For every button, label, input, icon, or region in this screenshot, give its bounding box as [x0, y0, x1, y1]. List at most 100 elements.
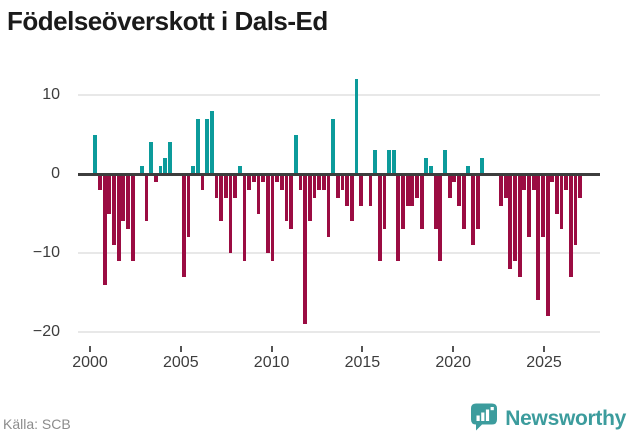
bar — [181, 174, 186, 277]
bar — [116, 174, 121, 261]
bar — [461, 174, 466, 230]
bar — [149, 142, 154, 174]
bar — [401, 174, 405, 230]
bar — [307, 174, 312, 222]
bar — [126, 174, 130, 230]
bar — [405, 174, 410, 206]
bar — [261, 174, 266, 182]
bar — [550, 174, 555, 182]
bar — [200, 174, 205, 190]
bar — [321, 174, 326, 190]
bar — [209, 110, 214, 174]
bar — [247, 174, 252, 190]
bar — [107, 174, 112, 214]
bar — [517, 174, 522, 277]
bar — [317, 174, 322, 190]
bar — [373, 150, 377, 174]
bar — [349, 174, 354, 222]
bar — [471, 174, 475, 246]
bar — [205, 118, 210, 174]
bar — [112, 174, 116, 246]
bar — [578, 174, 583, 198]
chart-title: Födelseöverskott i Dals-Ed — [7, 6, 328, 36]
bar — [293, 134, 298, 174]
bar — [284, 174, 289, 222]
x-axis-tick — [543, 346, 545, 352]
bar — [508, 174, 513, 269]
bar — [480, 158, 485, 174]
bar — [102, 174, 107, 285]
bar — [168, 142, 172, 174]
bar — [130, 174, 135, 261]
x-axis-label: 2000 — [72, 354, 108, 371]
bar — [419, 174, 424, 230]
bar — [228, 174, 233, 253]
bar — [289, 174, 294, 230]
bar — [391, 150, 396, 174]
bar — [555, 174, 559, 214]
x-axis-label: 2025 — [526, 354, 562, 371]
gridline-y--10 — [78, 252, 600, 254]
bar — [457, 174, 461, 206]
newsworthy-logo[interactable]: Newsworthy — [470, 402, 626, 436]
bar — [443, 150, 447, 174]
bar — [214, 174, 219, 198]
bar — [279, 174, 284, 190]
x-axis-tick — [361, 346, 364, 352]
bar — [438, 174, 443, 261]
bar — [163, 158, 168, 174]
bar — [121, 174, 126, 222]
bar — [191, 166, 196, 174]
bar — [326, 174, 331, 238]
bar — [144, 174, 149, 222]
bar — [140, 166, 144, 174]
bar — [223, 174, 228, 198]
x-axis-label: 2015 — [344, 354, 381, 371]
bar — [522, 174, 527, 190]
bar — [335, 174, 340, 198]
bar — [475, 174, 480, 230]
bar — [219, 174, 224, 222]
bar — [433, 174, 438, 230]
bar — [158, 166, 163, 174]
bar — [387, 150, 391, 174]
bar — [237, 166, 242, 174]
bar — [303, 174, 308, 325]
x-axis-tick — [270, 346, 273, 352]
bar — [447, 174, 452, 198]
bar — [564, 174, 569, 190]
bar — [545, 174, 550, 317]
bar — [195, 118, 200, 174]
bar — [410, 174, 415, 206]
bar — [424, 158, 429, 174]
gridline-y-10 — [78, 94, 600, 96]
bar — [242, 174, 247, 261]
y-axis-label: −10 — [32, 244, 60, 261]
y-axis-label: 0 — [51, 165, 60, 182]
bar — [396, 174, 401, 261]
bar — [154, 174, 158, 182]
bar — [186, 174, 191, 238]
bar — [382, 174, 387, 230]
bar — [93, 134, 98, 174]
bar — [368, 174, 373, 206]
bar — [256, 174, 261, 214]
bar — [345, 174, 349, 206]
bar — [573, 174, 578, 246]
bar — [265, 174, 270, 253]
bar — [331, 118, 335, 174]
x-axis-label: 2005 — [163, 354, 199, 371]
source-caption: Källa: SCB — [3, 416, 71, 432]
bar — [415, 174, 419, 198]
bar — [377, 174, 382, 261]
y-axis-label: −20 — [32, 323, 60, 340]
bar — [354, 79, 359, 174]
bar — [359, 174, 363, 206]
bar — [233, 174, 238, 198]
gridline-y--20 — [78, 331, 600, 333]
bar-chart-bubble-icon — [470, 402, 498, 436]
bar — [452, 174, 457, 182]
x-axis-zero-line — [78, 172, 600, 176]
